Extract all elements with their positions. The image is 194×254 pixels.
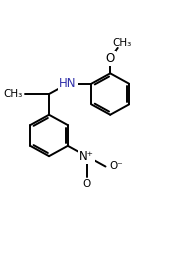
Text: CH₃: CH₃ bbox=[3, 89, 23, 99]
Text: N⁺: N⁺ bbox=[79, 150, 94, 163]
Text: O: O bbox=[83, 179, 91, 189]
Text: O: O bbox=[106, 52, 115, 65]
Text: HN: HN bbox=[59, 77, 77, 90]
Text: O⁻: O⁻ bbox=[109, 161, 123, 171]
Text: CH₃: CH₃ bbox=[112, 38, 131, 48]
